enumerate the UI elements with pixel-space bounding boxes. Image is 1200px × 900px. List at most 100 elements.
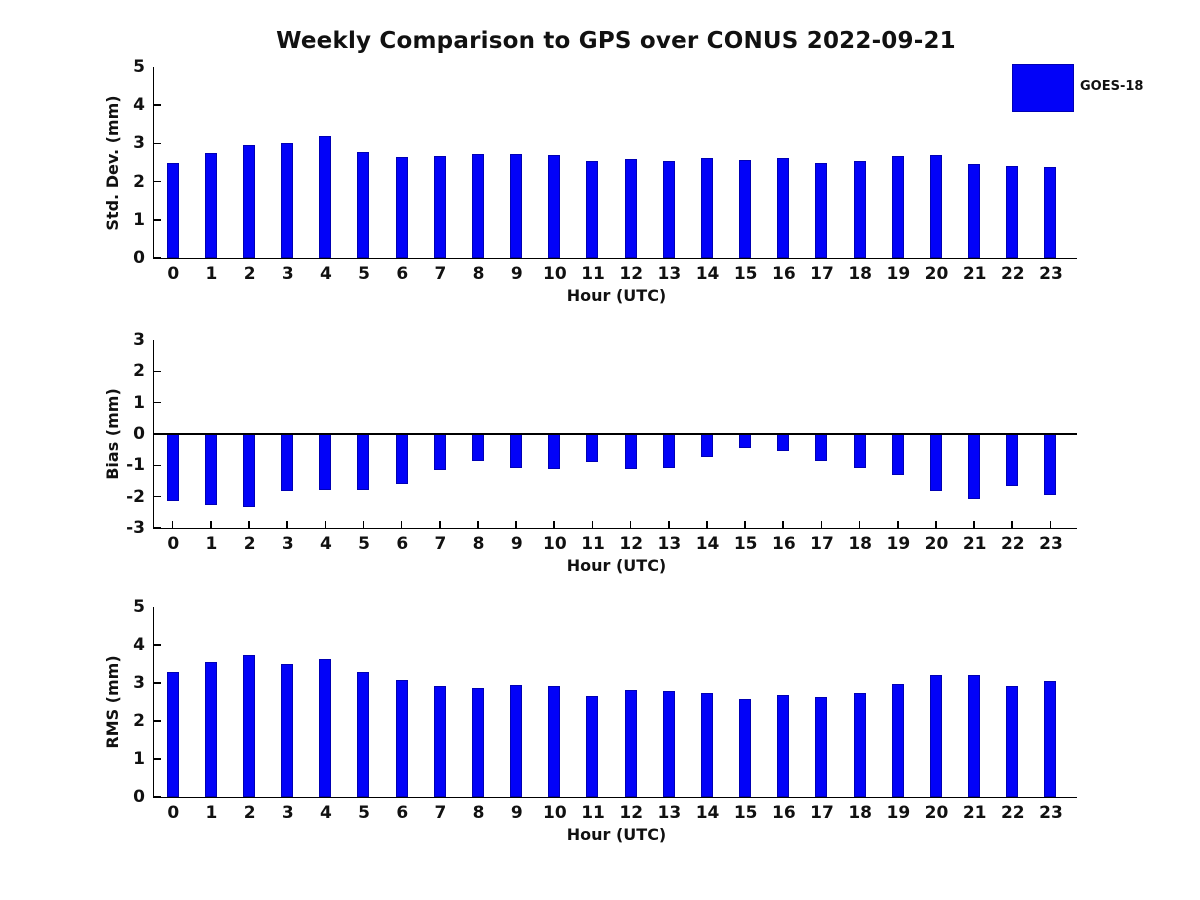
x-tick-label: 15 (733, 534, 758, 554)
x-tick-label: 3 (281, 264, 294, 284)
bar-hour-16 (777, 434, 790, 452)
bar-hour-5 (357, 671, 370, 797)
x-tick-label: 9 (510, 264, 523, 284)
x-tick-mark (1011, 521, 1013, 528)
x-tick-label: 12 (619, 803, 644, 823)
x-tick-label: 6 (396, 534, 409, 554)
y-tick-label: 5 (133, 57, 145, 77)
bar-hour-6 (395, 157, 408, 258)
y-tick-mark (154, 758, 162, 760)
x-tick-label: 17 (810, 534, 834, 554)
x-tick-mark (171, 521, 174, 528)
x-tick-mark (629, 521, 632, 528)
x-tick-label: 23 (1039, 264, 1063, 284)
bar-hour-17 (815, 162, 828, 258)
y-tick-label: 1 (133, 749, 145, 769)
bar-hour-1 (204, 661, 217, 797)
x-tick-mark (591, 521, 594, 528)
x-tick-label: 8 (472, 803, 485, 823)
x-tick-mark (515, 521, 517, 528)
bar-hour-8 (471, 434, 484, 461)
x-tick-label: 2 (243, 803, 256, 823)
bar-hour-20 (929, 675, 942, 797)
y-tick-mark (154, 257, 162, 259)
x-tick-label: 2 (243, 264, 256, 284)
x-tick-label: 0 (167, 534, 180, 554)
bar-hour-16 (777, 694, 790, 797)
legend-swatch-goes18 (1012, 64, 1074, 112)
x-tick-label: 20 (924, 803, 949, 823)
bar-hour-12 (624, 434, 637, 470)
bar-hour-16 (777, 157, 790, 258)
bar-hour-13 (662, 690, 675, 797)
bar-hour-10 (548, 434, 561, 470)
x-tick-mark (973, 521, 975, 528)
x-tick-label: 8 (472, 534, 485, 554)
x-tick-mark (935, 521, 937, 528)
x-tick-mark (477, 521, 479, 528)
bar-hour-9 (510, 684, 523, 797)
x-tick-label: 14 (695, 803, 720, 823)
x-tick-label: 7 (434, 264, 447, 284)
x-tick-label: 13 (657, 534, 682, 554)
x-tick-label: 19 (886, 803, 911, 823)
x-tick-mark (553, 521, 556, 528)
x-tick-mark (744, 521, 746, 528)
bar-hour-21 (968, 434, 981, 499)
x-tick-label: 1 (205, 264, 218, 284)
y-tick-mark (154, 464, 162, 467)
bar-hour-7 (433, 155, 446, 258)
y-tick-label: -1 (126, 455, 145, 476)
x-tick-mark (706, 521, 708, 528)
x-tick-label: 18 (848, 534, 872, 554)
x-tick-label: 23 (1039, 803, 1063, 823)
y-tick-mark (154, 720, 162, 722)
bar-hour-0 (166, 671, 179, 797)
y-tick-mark (154, 370, 162, 373)
x-tick-label: 16 (772, 264, 796, 284)
x-axis-label-bias: Hour (UTC) (566, 556, 667, 575)
x-tick-label: 19 (886, 534, 911, 554)
bar-hour-2 (243, 434, 255, 507)
x-tick-label: 10 (543, 264, 567, 284)
x-tick-mark (667, 521, 670, 528)
x-tick-label: 0 (167, 264, 180, 284)
subplot-std-dev-plot-area (153, 67, 1078, 259)
bar-hour-22 (1006, 434, 1019, 486)
y-tick-mark (154, 682, 162, 684)
bar-hour-9 (510, 153, 523, 258)
x-tick-label: 18 (848, 803, 872, 823)
y-tick-label: 1 (133, 392, 145, 413)
bar-hour-21 (968, 163, 981, 258)
x-tick-label: 20 (924, 534, 949, 554)
y-tick-mark (154, 644, 162, 646)
bar-hour-1 (204, 434, 217, 506)
y-tick-label: -2 (126, 486, 145, 507)
y-tick-mark (154, 104, 162, 106)
x-tick-label: 14 (695, 264, 720, 284)
bar-hour-4 (319, 135, 332, 258)
x-tick-label: 23 (1039, 534, 1063, 554)
x-axis-label-std-dev: Hour (UTC) (566, 286, 667, 305)
x-tick-label: 22 (1000, 264, 1025, 284)
x-tick-label: 20 (924, 264, 949, 284)
x-tick-label: 6 (396, 803, 409, 823)
bar-hour-12 (624, 158, 637, 258)
x-tick-label: 18 (848, 264, 872, 284)
x-tick-label: 4 (320, 534, 332, 554)
y-tick-label: 3 (133, 330, 145, 350)
x-tick-label: 8 (472, 264, 485, 284)
x-tick-label: 17 (810, 264, 834, 284)
bar-hour-10 (548, 154, 561, 258)
bar-hour-6 (395, 679, 408, 797)
bar-hour-20 (929, 155, 942, 258)
chart-title: Weekly Comparison to GPS over CONUS 2022… (276, 28, 956, 54)
y-tick-mark (154, 527, 162, 529)
x-tick-mark (210, 521, 212, 528)
bar-hour-12 (624, 689, 637, 797)
x-tick-label: 1 (205, 803, 218, 823)
x-tick-label: 0 (167, 803, 180, 823)
bar-hour-17 (815, 434, 828, 461)
bar-hour-22 (1006, 165, 1019, 258)
y-tick-label: 4 (133, 635, 145, 655)
